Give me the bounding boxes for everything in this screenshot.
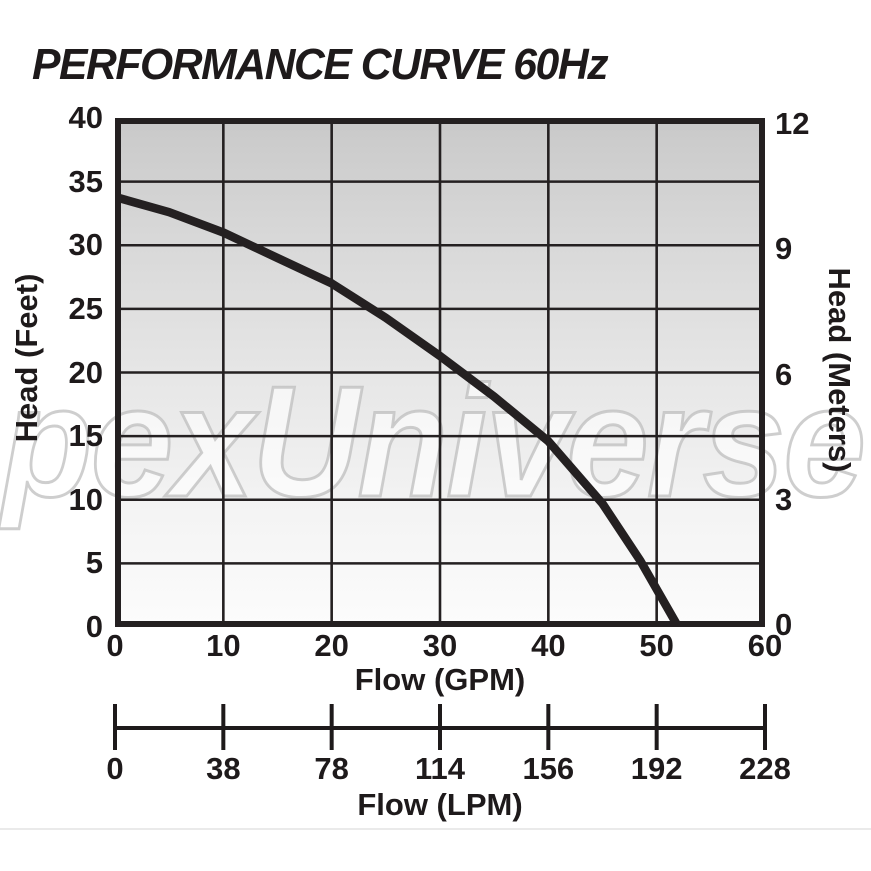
meters-tick-label: 0 <box>775 607 793 642</box>
gpm-tick-label: 60 <box>747 628 783 663</box>
meters-tick-label: 9 <box>775 231 793 267</box>
feet-tick-label: 15 <box>68 418 103 454</box>
feet-tick-label: 30 <box>68 227 103 263</box>
gpm-tick-label: 10 <box>206 628 241 663</box>
gpm-tick-label: 0 <box>106 628 124 663</box>
plot-border <box>115 118 765 627</box>
lpm-tick-label: 192 <box>630 751 683 786</box>
lpm-ruler <box>113 704 767 750</box>
page-divider <box>0 828 871 830</box>
feet-tick-label: 10 <box>68 481 103 517</box>
feet-tick-label: 20 <box>68 354 103 390</box>
gpm-tick-label: 20 <box>314 628 349 663</box>
x-axis-title: Flow (GPM) <box>354 662 526 697</box>
secondary-x-axis-title: Flow (LPM) <box>357 787 523 822</box>
lpm-tick-label: 228 <box>739 751 791 786</box>
meters-tick-label: 3 <box>775 481 793 517</box>
lpm-tick-label: 78 <box>314 751 349 786</box>
gpm-tick-label: 40 <box>531 628 566 663</box>
watermark-text: pexUniverse <box>0 354 864 530</box>
feet-tick-label: 35 <box>68 163 103 199</box>
plot-grid-and-curve <box>115 118 765 627</box>
meters-tick-label: 12 <box>775 106 810 142</box>
feet-tick-label: 25 <box>68 290 103 326</box>
watermark: pexUniverse <box>0 353 868 532</box>
lpm-tick-label: 114 <box>414 751 465 786</box>
meters-tick-label: 6 <box>775 356 793 392</box>
lpm-tick-label: 156 <box>522 751 575 786</box>
gpm-tick-label: 50 <box>639 628 674 663</box>
feet-tick-label: 5 <box>85 545 103 581</box>
lpm-tick-label: 0 <box>106 751 124 786</box>
lpm-tick-label: 38 <box>206 751 241 786</box>
feet-tick-label: 40 <box>68 100 103 135</box>
gpm-tick-label: 30 <box>422 628 458 663</box>
pump-curve-line <box>115 192 682 627</box>
feet-tick-label: 0 <box>85 609 103 644</box>
page-title: PERFORMANCE CURVE 60Hz <box>32 40 609 89</box>
